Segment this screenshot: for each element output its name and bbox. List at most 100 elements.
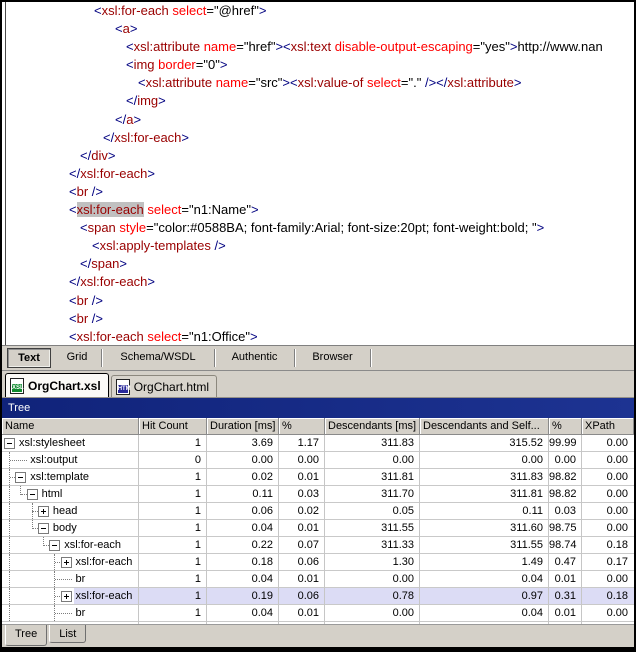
tree-guide-line: [43, 545, 50, 546]
code-token: <: [69, 292, 77, 308]
collapse-icon[interactable]: [26, 489, 38, 500]
code-token: >: [250, 202, 259, 218]
code-token: ".": [408, 75, 422, 91]
tree-row-br[interactable]: br 1 0.04 0.01 0.00 0.04 0.01 0.00: [2, 571, 634, 588]
tree-row-xsl-output[interactable]: xsl:output 0 0.00 0.00 0.00 0.00 0.00 0.00: [2, 452, 634, 469]
collapse-icon[interactable]: [15, 472, 27, 483]
code-token: >: [258, 3, 267, 18]
tree-guide-line: [54, 554, 55, 570]
value-cell: 0.04: [251, 522, 273, 534]
tree-guide-line: [54, 562, 61, 563]
tree-row-head[interactable]: head 1 0.06 0.02 0.05 0.11 0.03 0.00: [2, 503, 634, 520]
collapse-icon[interactable]: [49, 540, 61, 551]
collapse-icon[interactable]: [4, 438, 15, 449]
view-tab-text[interactable]: Text: [7, 348, 51, 368]
view-tab-grid[interactable]: Grid: [66, 351, 88, 363]
value-cell: 0.00: [606, 488, 628, 500]
code-token: =: [236, 39, 244, 55]
view-tab-schema-wsdl[interactable]: Schema/WSDL: [120, 351, 196, 363]
value-cell: 0.00: [554, 454, 576, 466]
code-token: "href": [243, 39, 276, 55]
code-token: =: [206, 3, 214, 18]
tree-name-cell: xsl:for-each: [2, 588, 139, 604]
view-tab-browser[interactable]: Browser: [312, 351, 353, 363]
column-header-xpath[interactable]: XPath: [582, 418, 634, 435]
code-token: select: [147, 202, 182, 218]
file-tab-orgchart-xsl[interactable]: XSL OrgChart.xsl: [5, 373, 109, 397]
code-token: >: [219, 57, 228, 73]
value-cell: 0.47: [554, 556, 576, 568]
tree-row-br[interactable]: br 1 0.04 0.01 0.00 0.04 0.01 0.00: [2, 605, 634, 622]
code-token: </: [103, 129, 115, 145]
file-tab-orgchart-html[interactable]: HTM OrgChart.html: [110, 375, 218, 397]
tree-row-xsl-for-each[interactable]: xsl:for-each 1 0.19 0.06 0.78 0.97 0.31 0.18: [2, 588, 634, 605]
value-cell: 0.00: [606, 505, 628, 517]
bottom-tab-list[interactable]: List: [49, 625, 87, 643]
tree-node-label: body: [52, 522, 77, 534]
code-token: <: [92, 238, 100, 254]
value-cell: 311.81: [510, 488, 543, 500]
tree-node-label: xsl:for-each: [75, 556, 133, 568]
column-header-name[interactable]: Name: [2, 418, 139, 435]
tree-row-xsl-template[interactable]: xsl:template 1 0.02 0.01 311.81 311.83 98.82 0.…: [2, 469, 634, 486]
code-token: </: [80, 256, 92, 272]
tree-guide-line: [9, 571, 10, 587]
collapse-icon[interactable]: [37, 523, 49, 534]
code-token: <: [126, 39, 134, 55]
tree-row-xsl-stylesheet[interactable]: xsl:stylesheet 1 3.69 1.17 311.83 315.52 99.99…: [2, 435, 634, 452]
expand-icon[interactable]: [60, 591, 72, 602]
code-editor[interactable]: <xsl:for-each select="@href"> <a> <xsl:att…: [2, 2, 634, 346]
code-token: xsl:attribute: [447, 75, 514, 91]
bottom-tab-tree[interactable]: Tree: [5, 625, 48, 646]
column-header--[interactable]: %: [549, 418, 582, 435]
value-cell: 0.04: [521, 573, 543, 585]
code-token: />: [88, 310, 103, 326]
view-tab-authentic[interactable]: Authentic: [231, 351, 278, 363]
code-token: "yes": [480, 39, 510, 55]
tree-row-xsl-for-each[interactable]: xsl:for-each 1 0.18 0.06 1.30 1.49 0.47 0.17: [2, 554, 634, 571]
column-header-hit-count[interactable]: Hit Count: [139, 418, 207, 435]
bottom-tab-bar: Tree List: [2, 624, 634, 647]
tree-row-body[interactable]: body 1 0.04 0.01 311.55 311.60 98.75 0.00: [2, 520, 634, 537]
tree-guide-line: [54, 588, 55, 604]
code-token: </: [126, 93, 138, 109]
grid-line: [548, 435, 549, 624]
code-token: select: [147, 328, 182, 344]
value-cell: 311.33: [381, 539, 414, 551]
expand-icon[interactable]: [60, 557, 72, 568]
tree-guide-line: [9, 486, 10, 502]
tree-guide-line: [54, 571, 55, 587]
code-token: "@href": [213, 3, 259, 18]
column-header-duration-ms-[interactable]: Duration [ms]: [207, 418, 279, 435]
value-cell: 0.18: [251, 556, 273, 568]
code-token: <: [80, 220, 88, 236]
tree-row-xsl-for-each[interactable]: xsl:for-each 1 0.22 0.07 311.33 311.55 98.74 0.…: [2, 537, 634, 554]
code-token: >: [129, 21, 138, 37]
value-cell: 0.04: [251, 573, 273, 585]
grid-line: [206, 435, 207, 624]
value-cell: 0.04: [521, 607, 543, 619]
code-token: =: [146, 220, 154, 236]
code-line: </a>: [2, 111, 634, 129]
code-token: img: [137, 93, 159, 109]
value-cell: 1.49: [521, 556, 543, 568]
tree-node-label: head: [52, 505, 78, 517]
column-header--[interactable]: %: [279, 418, 325, 435]
value-cell: 0.01: [297, 573, 319, 585]
value-cell: 0.00: [606, 573, 628, 585]
file-tab-bar: XSL OrgChart.xsl HTM OrgChart.html: [2, 371, 634, 398]
value-cell: 0.02: [251, 471, 273, 483]
column-header-descendants-and-self-[interactable]: Descendants and Self...: [420, 418, 549, 435]
tree-guide-line: [54, 613, 73, 614]
code-token: </: [80, 147, 92, 163]
code-token: xsl:for-each: [80, 274, 148, 290]
code-token: <: [69, 202, 77, 218]
column-header-descendants-ms-[interactable]: Descendants [ms]: [325, 418, 420, 435]
expand-icon[interactable]: [37, 506, 49, 517]
tree-row-html[interactable]: html 1 0.11 0.03 311.70 311.81 98.82 0.00: [2, 486, 634, 503]
value-cell: 1: [194, 556, 201, 568]
code-line: <xsl:for-each select="n1:Name">: [2, 201, 634, 219]
value-cell: 0.78: [325, 588, 420, 604]
code-token: style: [119, 220, 147, 236]
